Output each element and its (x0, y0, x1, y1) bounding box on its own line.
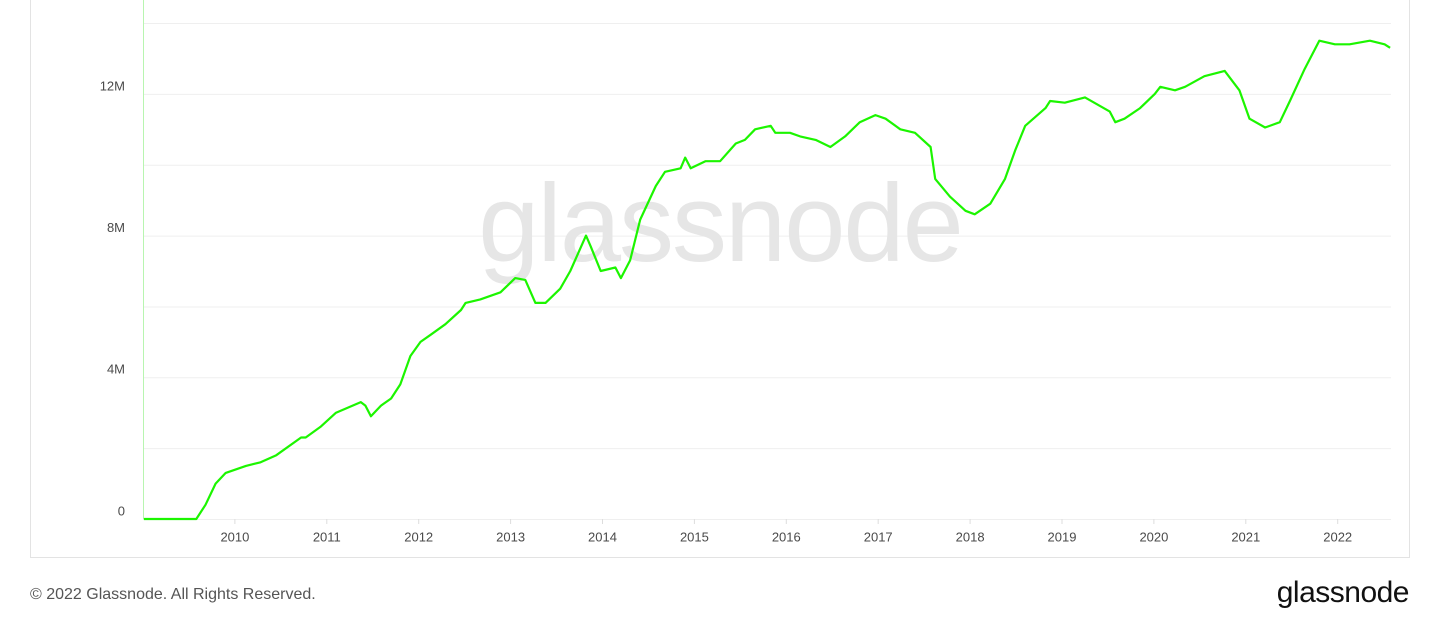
x-tick-label: 2010 (220, 529, 249, 544)
y-tick-label: 0 (118, 503, 125, 518)
brand-logo: glassnode (1277, 576, 1409, 609)
x-tick-label: 2015 (680, 529, 709, 544)
x-tick-label: 2020 (1139, 529, 1168, 544)
x-tick-label: 2013 (496, 529, 525, 544)
x-tick-label: 2021 (1231, 529, 1260, 544)
x-tick-label: 2014 (588, 529, 617, 544)
x-tick-label: 2011 (313, 529, 341, 544)
y-tick-label: 4M (107, 362, 125, 377)
x-tick-label: 2016 (772, 529, 801, 544)
data-line (143, 39, 1391, 521)
x-tick-label: 2019 (1048, 529, 1077, 544)
x-tick-label: 2022 (1323, 529, 1352, 544)
x-tick-label: 2018 (956, 529, 985, 544)
plot (143, 39, 1391, 521)
y-tick-label: 12M (100, 78, 125, 93)
copyright: © 2022 Glassnode. All Rights Reserved. (30, 586, 316, 603)
y-tick-label: 8M (107, 220, 125, 235)
grid (143, 23, 1391, 520)
watermark: glassnode (478, 162, 962, 285)
x-tick-label: 2017 (864, 529, 893, 544)
x-tick-label: 2012 (404, 529, 433, 544)
tick-labels: 0 4M 8M 12M 2010 2011 2012 2013 2014 2015 2016 2017… (100, 78, 1352, 544)
